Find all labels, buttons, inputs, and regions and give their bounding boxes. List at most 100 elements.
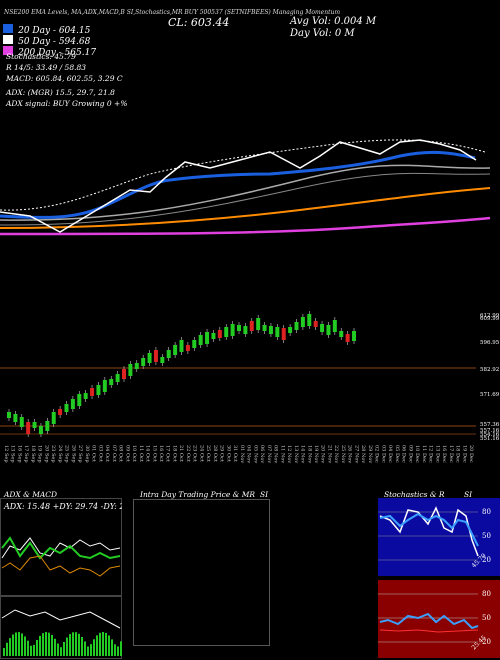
x-tick-label: 20 Dec	[468, 445, 474, 463]
x-tick-label: 19 Sep	[37, 445, 43, 463]
x-tick-label: 05 Dec	[394, 445, 400, 463]
ema-orange-line	[0, 187, 491, 229]
x-tick-label: 13 Nov	[293, 445, 299, 463]
x-tick-label: 20 Nov	[320, 445, 326, 463]
candle-body	[64, 404, 69, 412]
x-tick-labels: 12 Sep 13 Sep 16 Sep 17 Sep 18 Sep 19 Sep 20 S…	[3, 445, 474, 463]
x-tick-label: 19 Nov	[313, 445, 319, 463]
mr-red-line	[379, 629, 479, 633]
candle-body	[230, 324, 235, 336]
x-tick-label: 05 Nov	[252, 445, 258, 463]
x-tick-label: 18 Dec	[455, 445, 461, 463]
x-tick-label: 10 Dec	[414, 445, 420, 463]
x-tick-label: 29 Nov	[367, 445, 373, 463]
candle-body	[153, 350, 158, 362]
macd-bar	[36, 639, 38, 656]
x-tick-label: 06 Nov	[259, 445, 265, 463]
macd-bar	[72, 632, 74, 656]
x-tick-label: 17 Sep	[23, 445, 29, 463]
candle-body	[256, 318, 261, 330]
close-price: CL: 603.44	[168, 16, 230, 29]
stoch-si-label: SI	[464, 490, 473, 499]
macd-histogram	[3, 632, 122, 656]
macd-bar	[3, 648, 5, 656]
candle-body	[211, 333, 216, 339]
x-tick-label: 12 Sep	[3, 445, 9, 463]
candle-body	[237, 325, 241, 331]
adx-panel-title: ADX & MACD	[4, 490, 58, 499]
y-tick-label: 557.36	[480, 422, 500, 428]
x-tick-label: 01 Nov	[239, 445, 245, 463]
macd-bar	[30, 645, 32, 656]
macd-bar	[111, 639, 113, 656]
candle-body	[307, 314, 312, 326]
candle-body	[70, 399, 75, 409]
stoch-panel-title: Stochastics & R	[384, 490, 445, 499]
macd-bar	[15, 632, 17, 656]
candles	[7, 311, 356, 437]
adx-readout: ADX: (MGR) 15.5, 29.7, 21.8	[6, 88, 115, 97]
macd-bar	[51, 634, 53, 656]
candle-body	[19, 417, 24, 427]
x-tick-label: 19 Dec	[461, 445, 467, 463]
macd-bar	[42, 633, 44, 656]
candle-body	[134, 363, 139, 369]
ema-white-line	[0, 139, 477, 233]
ma50-swatch	[3, 35, 13, 44]
x-tick-label: 18 Oct	[171, 445, 177, 462]
x-tick-label: 18 Sep	[30, 445, 36, 463]
macd-bar	[114, 644, 116, 656]
stoch-d-line	[379, 512, 479, 547]
x-tick-label: 29 Oct	[219, 445, 225, 462]
x-tick-label: 03 Dec	[380, 445, 386, 463]
ema-blue-line	[0, 150, 476, 220]
x-tick-label: 22 Oct	[185, 445, 191, 462]
candle-body	[83, 393, 88, 399]
macd-bar	[18, 632, 20, 656]
y-tick-label: 612.99	[480, 313, 500, 319]
avg-volume: Avg Vol: 0.004 M	[290, 16, 377, 27]
mr-blue-line	[379, 612, 479, 630]
x-tick-label: 11 Dec	[421, 445, 427, 463]
x-tick-label: 30 Sep	[84, 445, 90, 463]
ema-gray-line	[0, 164, 491, 221]
x-tick-label: 25 Nov	[340, 445, 346, 463]
mr-tick-20: 20	[482, 638, 491, 646]
candle-body	[249, 321, 254, 331]
x-tick-label: 26 Sep	[70, 445, 76, 463]
ema-chart	[0, 139, 491, 236]
candle-body	[77, 394, 82, 406]
x-tick-label: 20 Sep	[43, 445, 49, 463]
ma20-label: 20 Day - 604.15	[18, 26, 91, 36]
macd-bar	[39, 635, 41, 656]
x-tick-label: 08 Oct	[118, 445, 124, 462]
macd-bar	[117, 646, 119, 656]
candle-body	[205, 332, 210, 344]
macd-bar	[78, 633, 80, 656]
y-tick-label: 582.92	[480, 367, 499, 373]
day-volume: Day Vol: 0 M	[290, 28, 355, 39]
adx-panel: ADX: 15.48 +DY: 29.74 -DY: 21.77	[0, 498, 122, 659]
x-tick-label: 12 Nov	[286, 445, 292, 463]
x-tick-label: 28 Oct	[212, 445, 218, 462]
candle-body	[90, 388, 95, 396]
candle-body	[122, 369, 126, 379]
adx-panel-frame	[0, 498, 122, 596]
candle-body	[58, 409, 63, 415]
macd-bar	[105, 632, 107, 656]
candle-body	[7, 412, 11, 418]
ma50-legend: 50 Day - 594.68	[3, 29, 90, 48]
x-tick-label: 31 Oct	[232, 445, 238, 462]
intraday-panel	[133, 499, 270, 646]
x-tick-label: 07 Oct	[111, 445, 117, 462]
candle-body	[51, 412, 56, 424]
x-tick-label: 25 Oct	[205, 445, 211, 462]
candle-body	[160, 357, 165, 363]
adx-signal: ADX signal: BUY Growing 0 +%	[6, 99, 128, 108]
macd-bar	[96, 635, 98, 656]
macd-bar	[87, 646, 89, 656]
macd-bar	[120, 641, 122, 656]
mr-tick-80: 80	[482, 590, 491, 598]
x-tick-label: 22 Nov	[333, 445, 339, 463]
